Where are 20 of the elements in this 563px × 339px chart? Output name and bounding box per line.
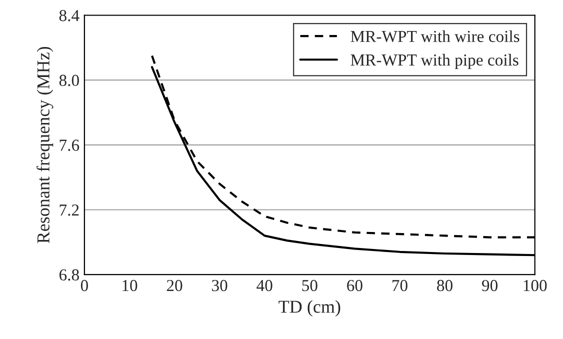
x-tick-label: 90 [482, 280, 498, 292]
legend-label: MR-WPT with wire coils [350, 30, 520, 42]
y-tick-label: 8.0 [59, 74, 79, 86]
y-tick-label: 6.8 [59, 269, 79, 281]
x-tick-label: 60 [347, 280, 362, 292]
x-tick-label: 10 [122, 280, 138, 292]
x-axis-title: TD (cm) [278, 300, 340, 316]
x-tick-label: 30 [212, 280, 228, 292]
x-tick-label: 40 [256, 280, 272, 292]
x-tick-label: 0 [80, 280, 88, 292]
x-tick-label: 50 [302, 280, 318, 292]
y-tick-label: 7.2 [60, 204, 79, 216]
x-tick-label: 20 [166, 280, 182, 292]
legend-label: MR-WPT with pipe coils [350, 54, 518, 70]
y-tick-label: 8.4 [59, 10, 80, 22]
x-tick-label: 100 [524, 280, 547, 292]
x-tick-label: 80 [437, 280, 452, 292]
y-tick-label: 7.6 [60, 140, 80, 151]
x-tick-label: 70 [392, 280, 408, 292]
y-axis-title: Resonant frequency (MHz) [36, 46, 54, 244]
